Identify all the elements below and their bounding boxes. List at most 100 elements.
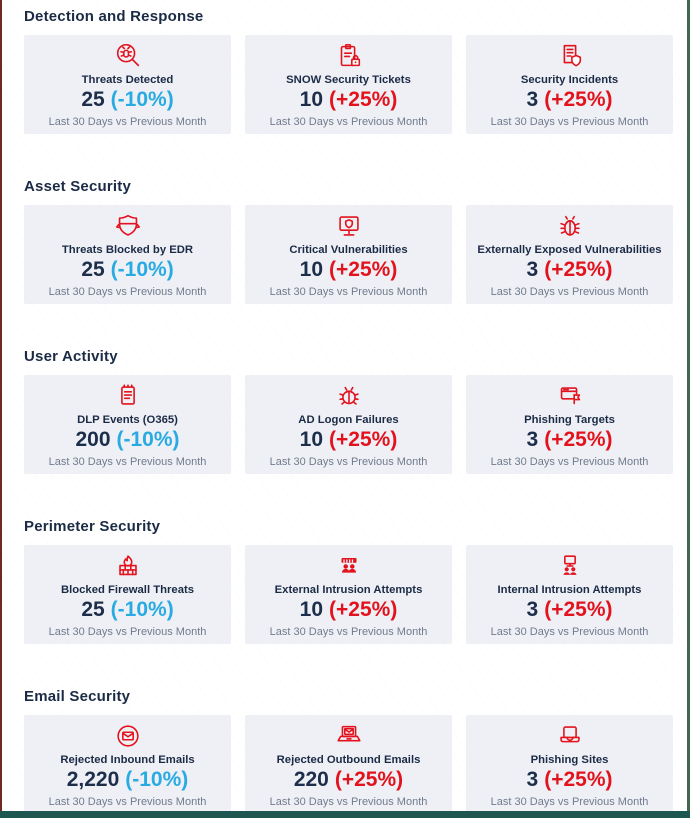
metric-card[interactable]: Blocked Firewall Threats 25 (-10%) Last …: [24, 545, 231, 644]
metric-change: (-10%): [110, 258, 174, 282]
metric-value-row: 220 (+25%): [294, 769, 403, 791]
metric-card[interactable]: AD Logon Failures 10 (+25%) Last 30 Days…: [245, 375, 452, 474]
envelope-circle-icon: [113, 721, 143, 751]
metric-value: 3: [526, 768, 539, 792]
metric-value-row: 3 (+25%): [527, 429, 613, 451]
card-row: Rejected Inbound Emails 2,220 (-10%) Las…: [24, 715, 690, 814]
metric-value: 10: [299, 258, 324, 282]
metric-change: (+25%): [544, 258, 613, 282]
metric-value: 25: [81, 88, 105, 112]
window-flag-icon: [555, 381, 585, 411]
metric-change: (-10%): [125, 768, 189, 792]
metric-subtitle: Last 30 Days vs Previous Month: [48, 115, 207, 128]
metric-value-row: 3 (+25%): [527, 769, 613, 791]
metric-change: (-10%): [110, 598, 174, 622]
metric-title: External Intrusion Attempts: [274, 584, 423, 597]
bug-icon: [555, 211, 585, 241]
metric-value-row: 2,220 (-10%): [67, 769, 189, 791]
metric-title: SNOW Security Tickets: [286, 74, 411, 87]
metric-card[interactable]: Internal Intrusion Attempts 3 (+25%) Las…: [466, 545, 673, 644]
bottom-edge-border: [0, 811, 690, 818]
metric-card[interactable]: Critical Vulnerabilities 10 (+25%) Last …: [245, 205, 452, 304]
metric-change: (-10%): [116, 428, 180, 452]
metric-card[interactable]: External Intrusion Attempts 10 (+25%) La…: [245, 545, 452, 644]
metric-title: Threats Detected: [81, 74, 174, 87]
notepad-icon: [113, 381, 143, 411]
intruders-icon: [334, 551, 364, 581]
metric-value-row: 25 (-10%): [81, 259, 173, 281]
metric-subtitle: Last 30 Days vs Previous Month: [269, 455, 428, 468]
firewall-flame-icon: [113, 551, 143, 581]
metric-title: Threats Blocked by EDR: [61, 244, 194, 257]
metric-value-row: 3 (+25%): [527, 89, 613, 111]
bug-magnifier-icon: [113, 41, 143, 71]
section-title: Perimeter Security: [24, 518, 161, 535]
metric-subtitle: Last 30 Days vs Previous Month: [48, 285, 207, 298]
metric-value: 25: [81, 598, 105, 622]
document-shield-icon: [555, 41, 585, 71]
metric-change: (+25%): [329, 598, 398, 622]
metric-change: (+25%): [544, 428, 613, 452]
card-row: DLP Events (O365) 200 (-10%) Last 30 Day…: [24, 375, 690, 474]
metric-value: 3: [526, 258, 539, 282]
metric-value-row: 10 (+25%): [300, 599, 398, 621]
metric-value-row: 10 (+25%): [300, 259, 398, 281]
metric-value: 220: [293, 768, 329, 792]
metric-title: DLP Events (O365): [77, 414, 178, 427]
metric-change: (+25%): [544, 598, 613, 622]
metric-title: Critical Vulnerabilities: [289, 244, 408, 257]
metric-subtitle: Last 30 Days vs Previous Month: [269, 795, 428, 808]
metric-value: 10: [299, 428, 324, 452]
metric-value-row: 25 (-10%): [81, 599, 173, 621]
card-row: Threats Blocked by EDR 25 (-10%) Last 30…: [24, 205, 690, 304]
metric-card[interactable]: Threats Blocked by EDR 25 (-10%) Last 30…: [24, 205, 231, 304]
metric-value: 3: [526, 88, 539, 112]
metric-card[interactable]: SNOW Security Tickets 10 (+25%) Last 30 …: [245, 35, 452, 134]
metric-card[interactable]: Rejected Outbound Emails 220 (+25%) Last…: [245, 715, 452, 814]
metric-title: Blocked Firewall Threats: [60, 584, 195, 597]
dashboard-section: Detection and Response Threats Detected …: [24, 8, 690, 134]
card-row: Threats Detected 25 (-10%) Last 30 Days …: [24, 35, 690, 134]
metric-card[interactable]: Phishing Sites 3 (+25%) Last 30 Days vs …: [466, 715, 673, 814]
laptop-mail-icon: [334, 721, 364, 751]
metric-title: Phishing Targets: [524, 414, 615, 427]
metric-subtitle: Last 30 Days vs Previous Month: [269, 625, 428, 638]
dashboard-section: Asset Security Threats Blocked by EDR 25…: [24, 178, 690, 304]
metric-value-row: 25 (-10%): [81, 89, 173, 111]
metric-change: (+25%): [544, 88, 613, 112]
metric-subtitle: Last 30 Days vs Previous Month: [48, 625, 207, 638]
section-title: Email Security: [24, 688, 131, 705]
metric-title: Rejected Inbound Emails: [60, 754, 195, 767]
metric-subtitle: Last 30 Days vs Previous Month: [490, 285, 649, 298]
metric-card[interactable]: Security Incidents 3 (+25%) Last 30 Days…: [466, 35, 673, 134]
metric-change: (+25%): [544, 768, 613, 792]
metric-title: AD Logon Failures: [298, 414, 399, 427]
metric-card[interactable]: DLP Events (O365) 200 (-10%) Last 30 Day…: [24, 375, 231, 474]
metric-change: (+25%): [329, 428, 398, 452]
metric-value: 10: [299, 598, 324, 622]
metric-value: 200: [75, 428, 111, 452]
metric-subtitle: Last 30 Days vs Previous Month: [490, 115, 649, 128]
metric-subtitle: Last 30 Days vs Previous Month: [48, 795, 207, 808]
left-edge-border: [0, 0, 2, 818]
metric-card[interactable]: Externally Exposed Vulnerabilities 3 (+2…: [466, 205, 673, 304]
metric-card[interactable]: Phishing Targets 3 (+25%) Last 30 Days v…: [466, 375, 673, 474]
metric-title: Rejected Outbound Emails: [276, 754, 421, 767]
metric-card[interactable]: Threats Detected 25 (-10%) Last 30 Days …: [24, 35, 231, 134]
dashboard-section: Email Security Rejected Inbound Emails 2…: [24, 688, 690, 814]
right-edge-border: [687, 0, 690, 818]
section-title: Asset Security: [24, 178, 132, 195]
metric-title: Externally Exposed Vulnerabilities: [477, 244, 662, 257]
metric-change: (+25%): [329, 258, 398, 282]
metric-value-row: 200 (-10%): [75, 429, 179, 451]
shield-banner-icon: [113, 211, 143, 241]
metric-value-row: 3 (+25%): [527, 599, 613, 621]
monitor-users-icon: [555, 551, 585, 581]
ladybug-icon: [334, 381, 364, 411]
metric-title: Internal Intrusion Attempts: [497, 584, 642, 597]
metric-value-row: 3 (+25%): [527, 259, 613, 281]
clipboard-lock-icon: [334, 41, 364, 71]
metric-card[interactable]: Rejected Inbound Emails 2,220 (-10%) Las…: [24, 715, 231, 814]
metric-subtitle: Last 30 Days vs Previous Month: [490, 625, 649, 638]
